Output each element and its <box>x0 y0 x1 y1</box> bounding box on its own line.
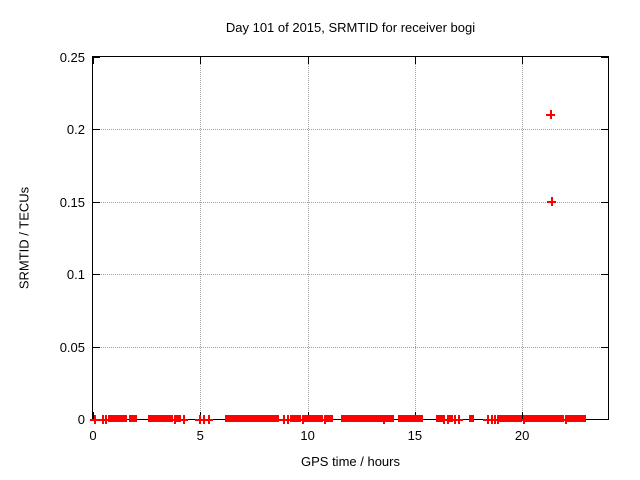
data-segment <box>577 415 587 422</box>
x-axis-label: GPS time / hours <box>301 454 400 469</box>
data-segment <box>340 415 348 422</box>
gridline-y-0.15 <box>93 201 608 203</box>
data-point-marker <box>561 414 570 424</box>
x-tick-label: 20 <box>514 428 530 443</box>
data-segment <box>570 415 579 422</box>
data-point-marker <box>178 414 188 424</box>
data-segment <box>166 415 174 422</box>
gridline-y-0.05 <box>93 346 608 348</box>
data-point-marker <box>101 414 111 424</box>
data-point-marker <box>282 414 292 424</box>
data-segment <box>129 415 138 422</box>
data-segment <box>350 415 383 422</box>
data-segment <box>547 415 553 422</box>
y-tick-right <box>601 419 608 420</box>
x-tick-bottom <box>93 412 94 419</box>
y-tick-label: 0.15 <box>59 194 85 210</box>
data-segment <box>273 415 280 422</box>
gridline-y-0.1 <box>93 274 608 276</box>
data-segment <box>412 415 421 422</box>
data-segment <box>240 415 245 422</box>
data-segment <box>524 415 535 422</box>
y-tick-label: 0.1 <box>66 267 85 283</box>
x-tick-top <box>200 57 202 64</box>
y-tick-left <box>93 129 100 131</box>
y-tick-label: 0.2 <box>66 122 85 138</box>
data-segment <box>538 415 549 422</box>
x-tick-bottom <box>522 412 524 419</box>
data-point-marker <box>204 414 214 424</box>
data-point-marker <box>297 414 307 424</box>
data-segment <box>255 415 274 422</box>
plot-area <box>89 56 609 424</box>
data-segment <box>290 415 295 422</box>
data-segment <box>533 415 539 422</box>
data-segment <box>108 415 128 422</box>
chart-title: Day 101 of 2015, SRMTID for receiver bog… <box>225 20 476 35</box>
y-tick-label: 0 <box>77 412 85 427</box>
y-tick-left <box>93 274 100 276</box>
data-point-marker <box>453 414 463 424</box>
gridline-x-5 <box>200 57 202 419</box>
data-segment <box>243 415 252 422</box>
x-tick-label: 10 <box>300 428 315 443</box>
data-segment <box>499 415 511 422</box>
data-point-marker <box>89 414 99 424</box>
x-tick-top <box>522 57 524 64</box>
data-point-marker <box>545 110 555 120</box>
data-point-marker <box>518 414 528 424</box>
gridline-y-0.2 <box>93 129 608 131</box>
data-point-marker <box>379 414 389 424</box>
y-tick-label: 0.05 <box>59 339 85 355</box>
data-segment <box>389 415 394 422</box>
data-point-marker <box>547 197 557 207</box>
y-tick-left <box>93 201 100 203</box>
data-point-marker <box>493 414 503 424</box>
data-segment <box>346 415 351 422</box>
x-tick-top <box>307 57 309 64</box>
data-point-marker <box>170 414 180 424</box>
x-tick-label: 15 <box>407 428 423 443</box>
y-tick-right <box>601 57 608 58</box>
x-tick-top <box>93 57 94 64</box>
y-tick-right <box>601 129 608 131</box>
y-tick-right <box>601 201 608 203</box>
data-segment <box>303 415 312 422</box>
x-tick-label: 0 <box>89 428 97 443</box>
data-segment <box>293 415 301 422</box>
x-tick-top <box>414 57 416 64</box>
data-point-marker <box>442 414 452 424</box>
data-segment <box>435 415 443 422</box>
data-segment <box>397 415 414 422</box>
data-segment <box>316 415 324 422</box>
data-segment <box>310 415 317 422</box>
x-tick-label: 5 <box>196 428 204 443</box>
y-tick-right <box>601 274 608 276</box>
data-segment <box>148 415 167 422</box>
data-segment <box>224 415 241 422</box>
data-segment <box>510 415 523 422</box>
y-tick-label: 0.25 <box>59 50 85 65</box>
y-tick-left <box>93 57 100 58</box>
data-segment <box>326 415 333 422</box>
y-tick-right <box>601 346 608 348</box>
gridline-x-15 <box>414 57 416 419</box>
y-tick-left <box>93 346 100 348</box>
data-point-marker <box>320 414 330 424</box>
data-segment <box>552 415 565 422</box>
gridline-x-20 <box>522 57 524 419</box>
data-segment <box>251 415 256 422</box>
data-segment <box>419 415 424 422</box>
gridline-x-10 <box>307 57 309 419</box>
data-segment <box>469 415 474 422</box>
